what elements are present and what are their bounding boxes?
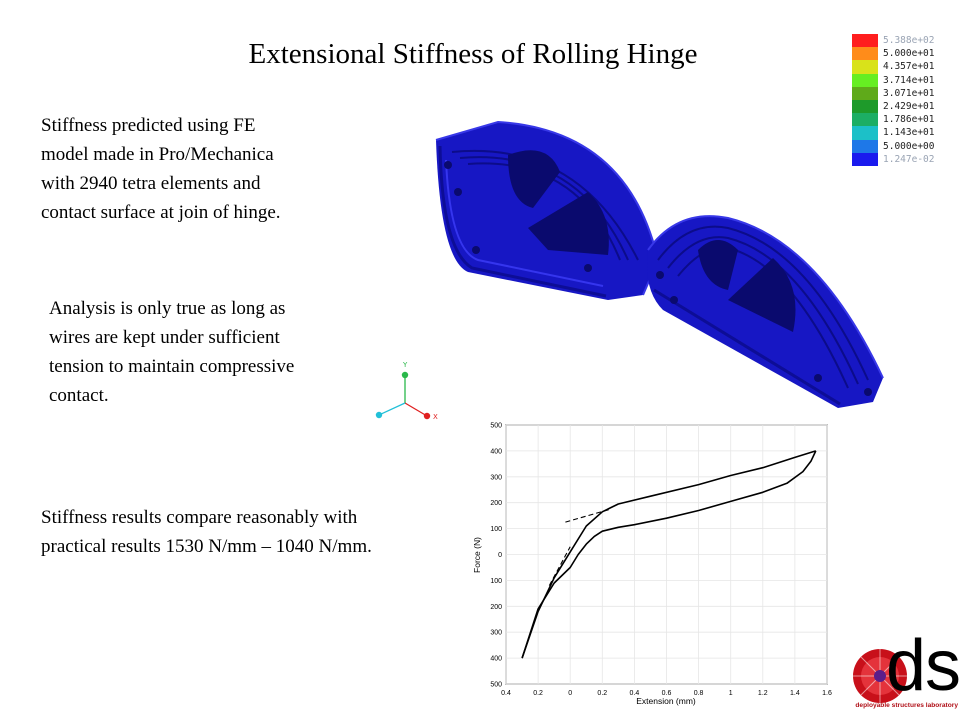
legend-swatch <box>852 113 878 127</box>
text-line: Analysis is only true as long as <box>49 298 286 319</box>
x-tick-label: 1.6 <box>822 690 832 697</box>
legend-swatch <box>852 47 878 61</box>
force-extension-curve <box>521 450 817 659</box>
y-tick-label: 100 <box>490 526 502 533</box>
legend-label: 3.071e+01 <box>883 87 935 99</box>
dsl-logo: dsl deployable structures laboratory <box>852 626 960 716</box>
hinge-left-half <box>435 120 660 300</box>
legend-label: 2.429e+01 <box>883 100 935 112</box>
legend-label: 5.388e+02 <box>883 35 935 46</box>
hinge-fe-model-image <box>435 120 884 408</box>
legend-label: 1.247e-02 <box>883 153 935 165</box>
text-line: practical results 1530 N/mm – 1040 N/mm. <box>41 536 372 557</box>
x-tick-label: 0.4 <box>630 690 640 697</box>
y-tick-label: 500 <box>490 682 502 689</box>
y-tick-label: 300 <box>490 630 502 637</box>
legend-label: 5.000e+00 <box>883 140 935 152</box>
x-tick-label: 0.6 <box>662 690 672 697</box>
force-extension-chart: 0.4 0.2 0 0.2 0.4 0.6 0.8 1 1.2 1.4 1.6 500 400 300 20… <box>472 423 832 707</box>
legend-swatch <box>852 152 878 166</box>
x-axis-label: X <box>433 413 438 421</box>
text-line: contact surface at join of hinge. <box>41 202 281 223</box>
fe-model-description: Stiffness predicted using FE model made … <box>41 111 371 227</box>
legend-swatch <box>852 86 878 100</box>
y-tick-label: 100 <box>490 578 502 585</box>
coordinate-triad: Y X <box>375 361 438 421</box>
text-line: Stiffness predicted using FE <box>41 115 256 136</box>
legend-label: 1.143e+01 <box>883 127 935 139</box>
x-axis-title: Extension (mm) <box>636 696 696 706</box>
legend-label: 1.786e+01 <box>883 114 935 126</box>
x-tick-label: 1.2 <box>758 690 768 697</box>
x-tick-label: 0.2 <box>597 690 607 697</box>
z-axis-marker <box>375 411 383 419</box>
y-tick-label: 400 <box>490 656 502 663</box>
x-tick-label: 1 <box>729 690 733 697</box>
y-axis-label: Y <box>402 361 408 369</box>
legend-label: 5.000e+01 <box>883 48 935 60</box>
logo-emblem <box>853 649 907 703</box>
z-axis-line <box>378 402 406 416</box>
results-comparison: Stiffness results compare reasonably wit… <box>41 503 471 561</box>
logo-subtitle: deployable structures laboratory <box>855 702 958 709</box>
y-tick-label: 500 <box>490 423 502 430</box>
x-axis-marker <box>423 412 431 420</box>
x-axis-line <box>404 402 428 417</box>
x-tick-label: 0.4 <box>501 690 511 697</box>
legend-swatch <box>852 139 878 153</box>
text-line: Stiffness results compare reasonably wit… <box>41 507 358 528</box>
legend-swatch <box>852 34 878 48</box>
x-tick-label: 0.2 <box>533 690 543 697</box>
y-tick-label: 200 <box>490 604 502 611</box>
analysis-note: Analysis is only true as long as wires a… <box>49 294 369 410</box>
y-axis-marker <box>401 371 409 379</box>
y-tick-label: 0 <box>498 552 502 559</box>
y-axis-title: Force (N) <box>472 537 482 573</box>
force-extension-curve <box>521 450 817 659</box>
hinge-right-half <box>647 215 884 408</box>
legend-label: 4.357e+01 <box>883 61 935 73</box>
text-line: wires are kept under sufficient <box>49 327 280 348</box>
text-line: contact. <box>49 385 109 406</box>
text-line: tension to maintain compressive <box>49 356 295 377</box>
y-tick-label: 200 <box>490 500 502 507</box>
legend-swatch <box>852 126 878 140</box>
x-tick-label: 0 <box>568 690 572 697</box>
x-tick-label: 1.4 <box>790 690 800 697</box>
legend-swatch <box>852 99 878 114</box>
stiffness-tangent-line <box>548 546 571 586</box>
legend-swatch <box>852 60 878 74</box>
x-tick-label: 0.8 <box>694 690 704 697</box>
y-tick-label: 400 <box>490 448 502 455</box>
text-line: model made in Pro/Mechanica <box>41 144 274 165</box>
legend-swatch <box>852 73 878 87</box>
page-title: Extensional Stiffness of Rolling Hinge <box>248 38 698 70</box>
y-tick-label: 300 <box>490 474 502 481</box>
legend-label: 3.714e+01 <box>883 74 935 86</box>
logo-text: dsl <box>886 626 960 706</box>
text-line: with 2940 tetra elements and <box>41 173 261 194</box>
